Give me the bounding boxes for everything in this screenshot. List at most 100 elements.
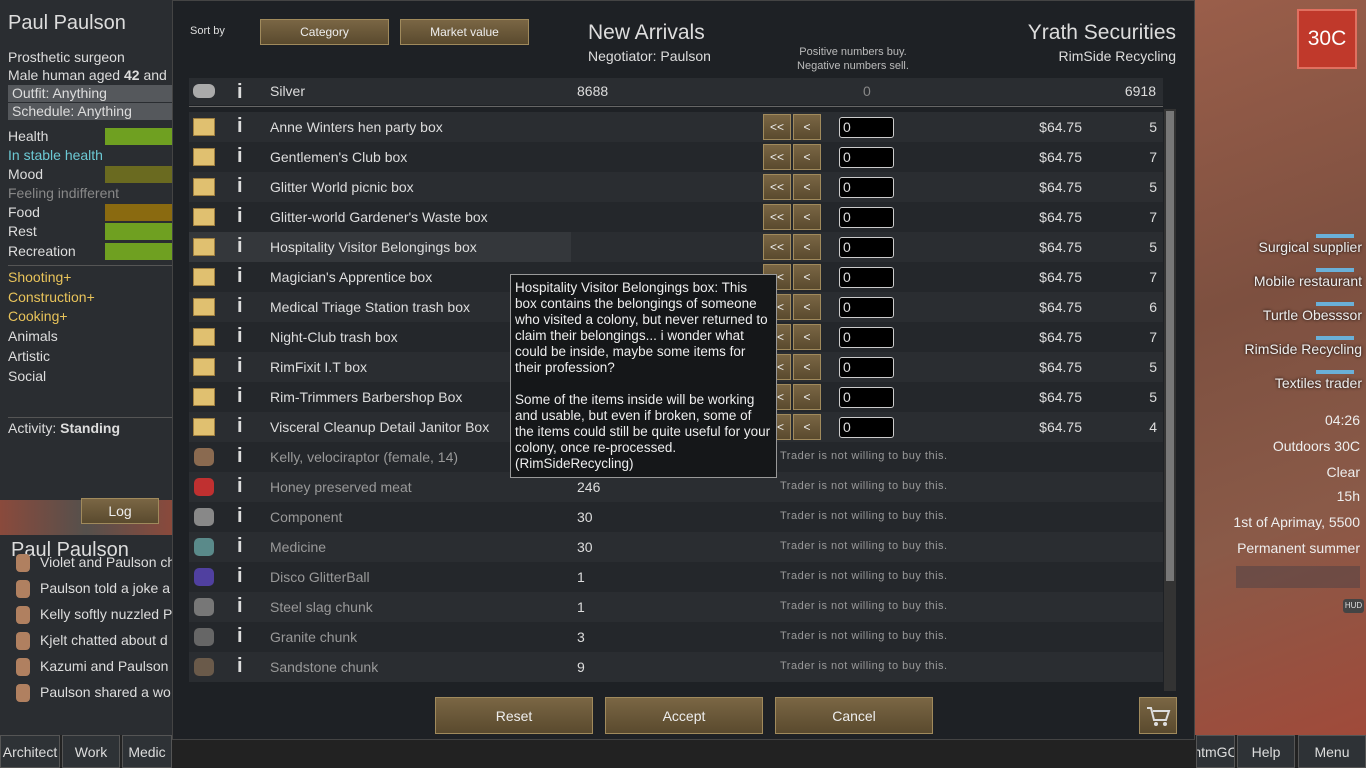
log-entry[interactable]: Paulson shared a wo — [40, 684, 171, 700]
caravan-label[interactable]: Textiles trader — [1274, 375, 1362, 391]
sell-all-button[interactable]: << — [763, 234, 791, 260]
log-button[interactable]: Log — [81, 498, 159, 524]
amount-input[interactable]: 0 — [839, 357, 894, 378]
tab-button[interactable]: Architect — [0, 735, 60, 768]
log-entry[interactable]: Kelly softly nuzzled P — [40, 606, 172, 622]
sell-button[interactable]: < — [793, 414, 821, 440]
info-icon[interactable]: i — [237, 535, 243, 557]
sell-all-button[interactable]: << — [763, 144, 791, 170]
tab-button[interactable]: Work — [62, 735, 120, 768]
caravan-label[interactable]: Surgical supplier — [1258, 239, 1363, 255]
reset-button[interactable]: Reset — [435, 697, 593, 734]
trader-count: 5 — [1149, 389, 1157, 405]
amount-input[interactable]: 0 — [839, 327, 894, 348]
map — [1195, 0, 1366, 735]
amount-input[interactable]: 0 — [839, 117, 894, 138]
sell-button[interactable]: < — [793, 324, 821, 350]
activity: Activity: Standing — [8, 420, 120, 436]
menu-button[interactable]: ntmGC — [1196, 735, 1235, 768]
sell-button[interactable]: < — [793, 384, 821, 410]
outfit[interactable]: Outfit: Anything — [8, 85, 172, 102]
item-icon — [194, 508, 214, 526]
schedule[interactable]: Schedule: Anything — [8, 103, 172, 120]
tab-button[interactable]: Medic — [122, 735, 172, 768]
colony-count: 246 — [577, 479, 601, 495]
tooltip-text: Hospitality Visitor Belongings box: This… — [515, 280, 768, 375]
info-icon[interactable]: i — [237, 655, 243, 677]
amount-input[interactable]: 0 — [839, 147, 894, 168]
info-icon[interactable]: i — [237, 81, 243, 103]
info-icon[interactable]: i — [237, 205, 243, 227]
cancel-button[interactable]: Cancel — [775, 697, 933, 734]
info-icon[interactable]: i — [237, 115, 243, 137]
hud-icon[interactable]: HUD — [1343, 599, 1364, 613]
log-entry[interactable]: Kjelt chatted about d — [40, 632, 168, 648]
item-name: Hospitality Visitor Belongings box — [270, 239, 477, 255]
price: $64.75 — [1039, 149, 1082, 165]
info-icon[interactable]: i — [237, 325, 243, 347]
sell-button[interactable]: < — [793, 294, 821, 320]
sort-button[interactable]: Market value — [400, 19, 529, 45]
item-name: Gentlemen's Club box — [270, 149, 408, 165]
amount-input[interactable]: 0 — [839, 387, 894, 408]
info-icon[interactable]: i — [237, 355, 243, 377]
separator — [8, 417, 172, 418]
amount-input[interactable]: 0 — [839, 237, 894, 258]
scrollbar[interactable] — [1164, 109, 1176, 691]
sell-button[interactable]: < — [793, 114, 821, 140]
menu-button[interactable]: Menu — [1298, 735, 1366, 768]
sell-button[interactable]: < — [793, 234, 821, 260]
log-entry[interactable]: Violet and Paulson ch — [40, 554, 172, 570]
info-icon[interactable]: i — [237, 385, 243, 407]
trader-count: 7 — [1149, 209, 1157, 225]
skill-label: Social — [8, 368, 47, 384]
info-icon[interactable]: i — [237, 265, 243, 287]
sell-button[interactable]: < — [793, 354, 821, 380]
amount-input[interactable]: 0 — [839, 177, 894, 198]
sell-all-button[interactable]: << — [763, 174, 791, 200]
accept-button[interactable]: Accept — [605, 697, 763, 734]
scroll-thumb[interactable] — [1166, 111, 1174, 581]
amount-input[interactable]: 0 — [839, 417, 894, 438]
info-icon[interactable]: i — [237, 235, 243, 257]
info-icon[interactable]: i — [237, 505, 243, 527]
sell-button[interactable]: < — [793, 204, 821, 230]
sell-all-button[interactable]: << — [763, 114, 791, 140]
amount-input[interactable]: 0 — [839, 207, 894, 228]
log-entry[interactable]: Paulson told a joke a — [40, 580, 170, 596]
price: $64.75 — [1039, 329, 1082, 345]
silver-row-bg — [189, 78, 1163, 105]
trader-count: 7 — [1149, 149, 1157, 165]
info-icon[interactable]: i — [237, 175, 243, 197]
caravan-label[interactable]: Mobile restaurant — [1253, 273, 1362, 289]
need-bar — [105, 128, 172, 145]
info-icon[interactable]: i — [237, 595, 243, 617]
item-icon — [193, 388, 215, 406]
amount-input[interactable]: 0 — [839, 297, 894, 318]
item-name: Anne Winters hen party box — [270, 119, 443, 135]
sell-button[interactable]: < — [793, 174, 821, 200]
item-icon — [193, 298, 215, 316]
info-icon[interactable]: i — [237, 415, 243, 437]
sell-button[interactable]: < — [793, 264, 821, 290]
sell-button[interactable]: < — [793, 144, 821, 170]
hand-icon — [16, 580, 30, 598]
info-icon[interactable]: i — [237, 145, 243, 167]
hud-outdoors: Outdoors 30C — [1272, 438, 1360, 454]
caravan-label[interactable]: RimSide Recycling — [1244, 341, 1362, 357]
sort-button[interactable]: Category — [260, 19, 389, 45]
info-icon[interactable]: i — [237, 475, 243, 497]
amount-input[interactable]: 0 — [839, 267, 894, 288]
sell-all-button[interactable]: << — [763, 204, 791, 230]
caravan-label[interactable]: Turtle Obesssor — [1262, 307, 1362, 323]
menu-button[interactable]: Help — [1237, 735, 1295, 768]
speed-controls — [1236, 566, 1360, 588]
cart-button[interactable] — [1139, 697, 1177, 734]
log-entry[interactable]: Kazumi and Paulson — [40, 658, 169, 674]
info-icon[interactable]: i — [237, 565, 243, 587]
info-icon[interactable]: i — [237, 295, 243, 317]
info-icon[interactable]: i — [237, 625, 243, 647]
info-icon[interactable]: i — [237, 445, 243, 467]
trade-dialog: Sort by Category Market value New Arriva… — [172, 0, 1195, 740]
